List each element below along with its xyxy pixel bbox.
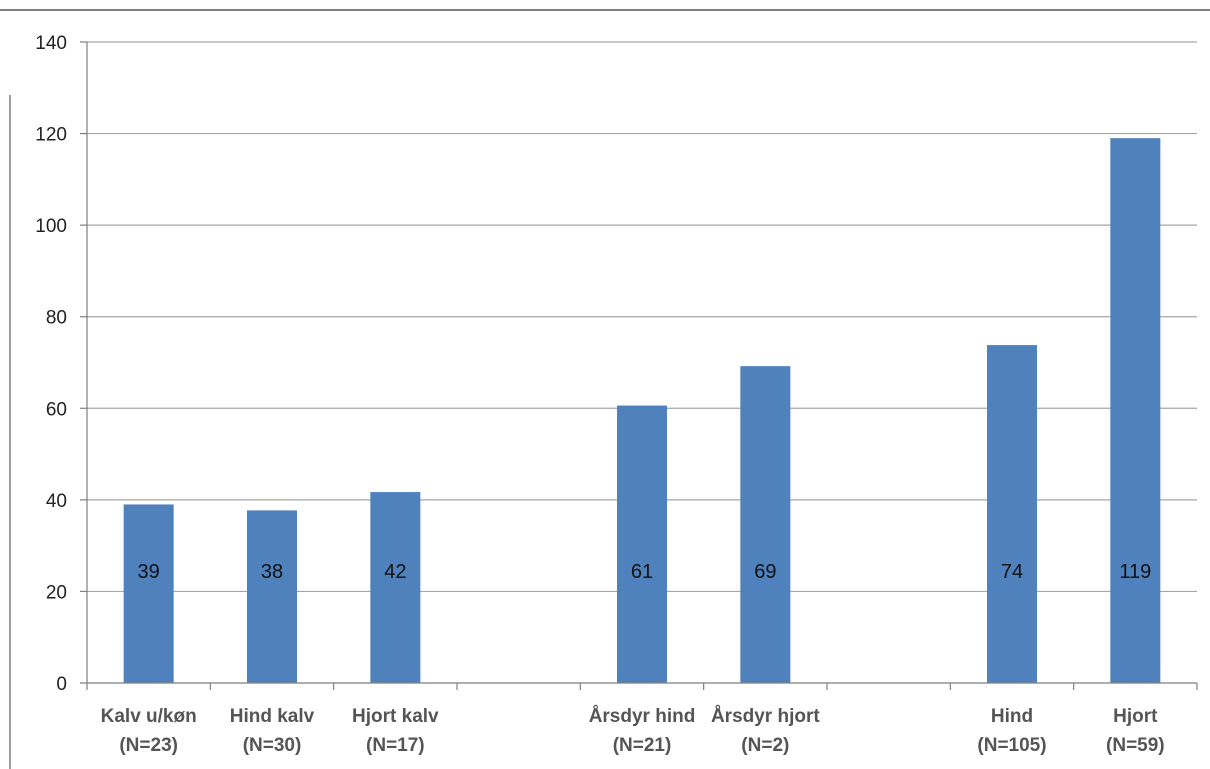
y-axis: 0 20 40 60 80 100 120 140	[35, 33, 88, 695]
bar-value-label: 119	[1119, 561, 1151, 583]
bar-value-label: 69	[754, 561, 776, 583]
x-category-count: (N=17)	[366, 735, 425, 756]
x-category-label: Hind kalv	[230, 706, 315, 727]
bar	[370, 492, 421, 683]
bar	[740, 366, 791, 683]
bar-value-label: 61	[631, 561, 653, 583]
x-category-count: (N=30)	[243, 735, 302, 756]
x-category-count: (N=2)	[741, 735, 789, 756]
y-tick-label: 40	[46, 491, 67, 512]
x-category-count: (N=105)	[977, 735, 1046, 756]
bar-value-label: 39	[138, 561, 160, 583]
y-tick-label: 0	[56, 674, 67, 695]
bar-value-label: 38	[261, 561, 283, 583]
bar	[617, 405, 667, 683]
y-tick-label: 140	[35, 33, 67, 54]
x-category-label: Hjort kalv	[352, 706, 439, 727]
bar-value-label: 42	[384, 561, 406, 583]
x-axis: Kalv u/køn (N=23) Hind kalv (N=30) Hjort kal…	[86, 682, 1198, 756]
bar	[1110, 138, 1161, 683]
x-category-label: Hind	[991, 706, 1033, 727]
x-category-label: Årsdyr hjort	[711, 706, 820, 727]
x-category-label: Kalv u/køn	[101, 706, 197, 727]
x-category-label: Årsdyr hind	[589, 706, 696, 727]
x-category-count: (N=23)	[119, 735, 178, 756]
x-category-count: (N=59)	[1106, 735, 1165, 756]
x-category-label: Hjort	[1113, 706, 1158, 727]
bar-value-label: 74	[1001, 561, 1023, 583]
y-tick-label: 80	[46, 308, 67, 329]
y-tick-label: 120	[35, 125, 67, 146]
x-category-count: (N=21)	[613, 735, 672, 756]
bar	[247, 510, 297, 683]
y-tick-label: 100	[35, 216, 67, 237]
bars: 39 38 42 61 69 74 119	[123, 138, 1161, 683]
bar	[123, 504, 174, 683]
y-tick-label: 60	[46, 399, 67, 420]
bar	[987, 345, 1037, 683]
y-tick-label: 20	[46, 582, 67, 603]
